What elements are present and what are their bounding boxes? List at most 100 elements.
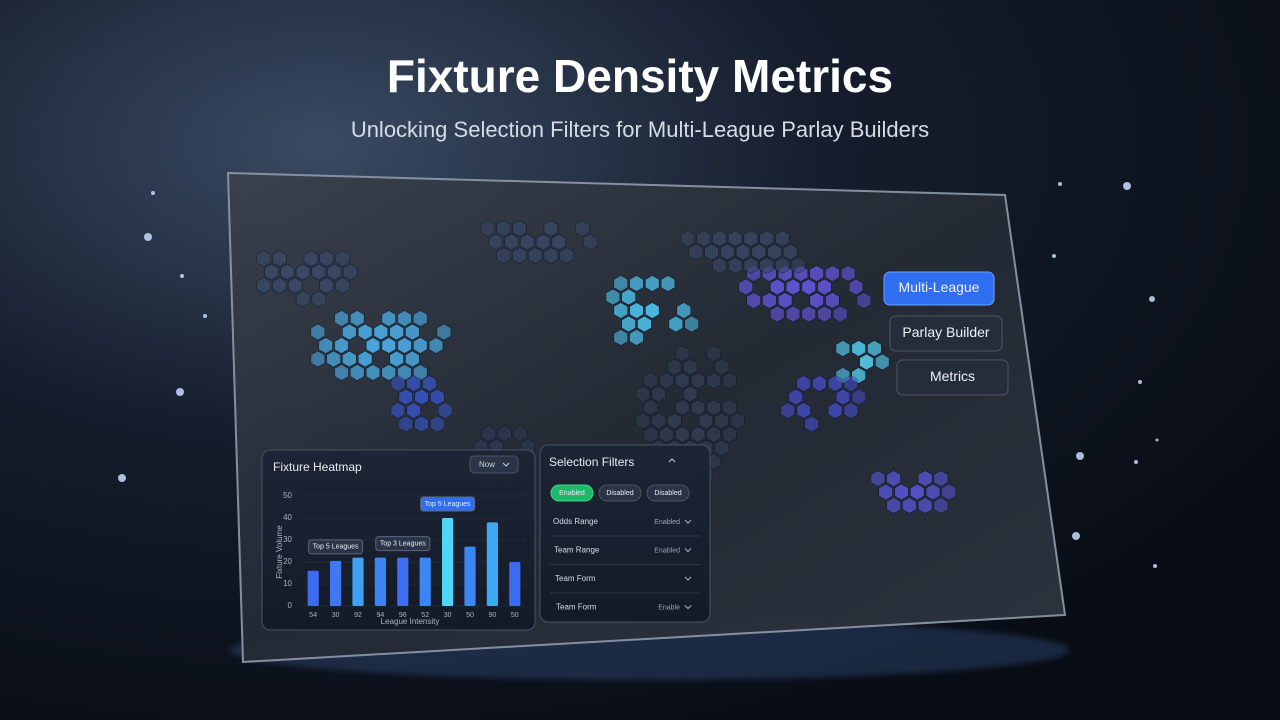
- map-hex: [327, 263, 342, 281]
- map-hex: [727, 230, 743, 247]
- map-hex: [335, 250, 350, 267]
- nav-button[interactable]: [896, 359, 1009, 396]
- map-hex: [437, 402, 453, 419]
- chip[interactable]: [598, 484, 642, 502]
- map-hex: [428, 337, 444, 354]
- subtitle: Unlocking Selection Filters for Multi-Le…: [351, 117, 929, 142]
- map-hex: [429, 415, 445, 433]
- bar: [486, 522, 498, 606]
- map-hex: [933, 497, 949, 514]
- map-hex: [933, 470, 949, 487]
- map-hex: [644, 275, 660, 292]
- panel-title: Fixture Heatmap: [273, 460, 362, 474]
- map-hex: [704, 243, 719, 261]
- map-hex: [874, 353, 890, 371]
- filter-caret[interactable]: [684, 519, 692, 524]
- dropdown[interactable]: [469, 455, 519, 474]
- map-hex: [848, 278, 864, 296]
- annotation: Top 5 Leagues: [313, 544, 359, 551]
- map-hex: [496, 220, 511, 237]
- map-hex: [775, 230, 790, 247]
- map-hex: [512, 220, 527, 237]
- map-hex: [318, 337, 334, 354]
- map-hex: [342, 350, 357, 368]
- x-tick-label: 30: [444, 612, 452, 619]
- map-hex: [827, 402, 843, 419]
- filter-value: Enabled: [654, 547, 680, 554]
- bar: [307, 570, 319, 606]
- map-hex: [397, 310, 412, 327]
- map-hex: [512, 425, 528, 442]
- filter-caret[interactable]: [684, 548, 692, 553]
- chip[interactable]: [646, 484, 690, 502]
- map-hex: [825, 292, 840, 309]
- map-hex: [817, 305, 832, 323]
- map-hex: [264, 263, 279, 281]
- map-hex: [667, 412, 682, 430]
- map-hex: [621, 315, 636, 333]
- filter-caret[interactable]: [684, 605, 692, 610]
- chip-label: Disabled: [606, 490, 633, 497]
- nav-button[interactable]: [889, 315, 1003, 352]
- map-hex: [390, 375, 406, 392]
- x-tick-label: 52: [421, 612, 429, 619]
- map-hex: [769, 305, 785, 323]
- map-hex: [796, 375, 811, 392]
- map-hex: [674, 345, 690, 362]
- map-hex: [851, 388, 867, 406]
- map-hex: [389, 323, 404, 341]
- map-hex: [696, 230, 711, 247]
- map-hex: [667, 358, 682, 376]
- collapse-caret[interactable]: [668, 458, 676, 463]
- map-hex: [543, 247, 559, 264]
- map-hex: [659, 372, 674, 389]
- map-hex: [902, 497, 917, 514]
- map-hex: [785, 305, 801, 323]
- star: [1076, 452, 1084, 460]
- map-hex: [390, 402, 406, 419]
- bar: [397, 557, 409, 606]
- map-hex: [682, 385, 698, 403]
- x-tick-label: 54: [309, 612, 317, 619]
- bar: [374, 557, 386, 606]
- map-hex: [730, 412, 745, 430]
- map-hex: [690, 426, 706, 443]
- map-hex: [759, 230, 774, 247]
- filter-label: Odds Range: [553, 517, 598, 526]
- star: [144, 233, 152, 241]
- map-hex: [357, 350, 373, 368]
- map-hex: [311, 263, 327, 281]
- map-hex: [759, 257, 774, 274]
- filter-label: Team Range: [554, 546, 600, 555]
- map-hex: [559, 247, 574, 264]
- y-axis-label: Fixture Volume: [275, 525, 284, 579]
- map-hex: [941, 483, 957, 501]
- map-hex: [303, 250, 319, 267]
- bar: [419, 557, 431, 606]
- x-tick-label: 50: [511, 612, 519, 619]
- map-hex: [334, 337, 349, 354]
- map-hex: [706, 426, 722, 443]
- chip[interactable]: [550, 484, 594, 502]
- map-hex: [488, 233, 504, 251]
- map-hex: [319, 277, 334, 294]
- map-hex: [527, 247, 543, 264]
- star: [176, 388, 184, 396]
- map-hex: [512, 247, 527, 264]
- filter-caret[interactable]: [684, 576, 692, 581]
- y-tick-label: 50: [283, 491, 292, 500]
- map-hex: [894, 483, 909, 501]
- star: [1052, 254, 1056, 258]
- star: [1153, 564, 1157, 568]
- map-hex: [436, 323, 452, 341]
- map-hex: [790, 257, 806, 274]
- map-hex: [613, 302, 629, 319]
- map-hex: [381, 337, 397, 354]
- map-hex: [804, 415, 819, 433]
- map-hex: [575, 220, 590, 237]
- map-hex: [690, 399, 706, 416]
- nav-button[interactable]: [883, 271, 995, 306]
- map-hex: [917, 497, 933, 514]
